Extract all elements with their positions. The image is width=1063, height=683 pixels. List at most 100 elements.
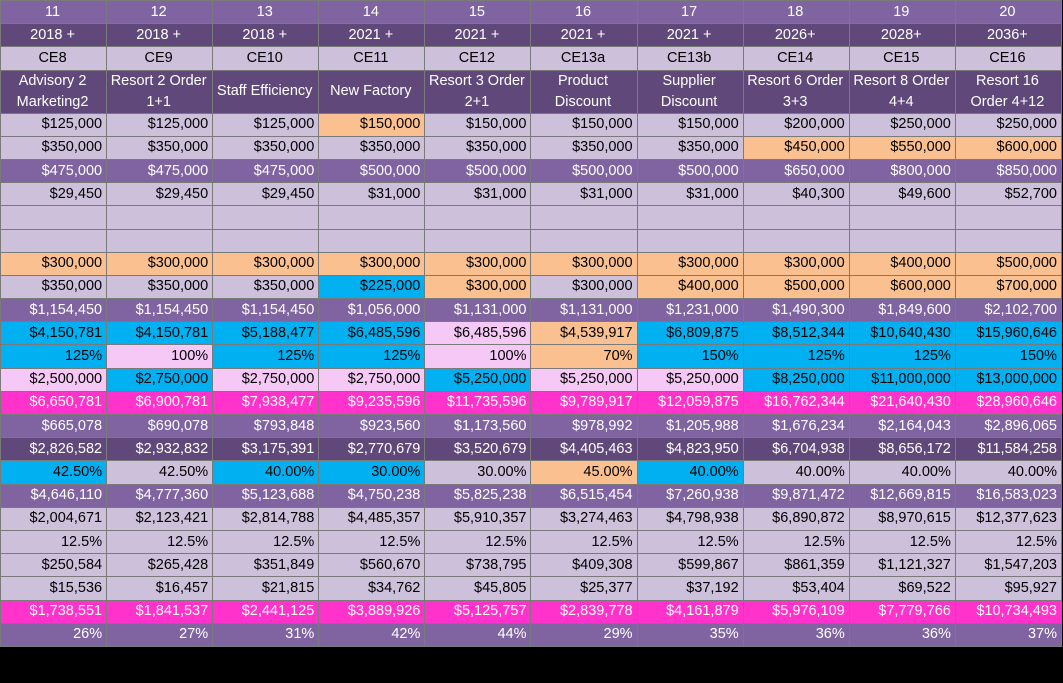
sheet-cell[interactable]: $3,274,463 [530, 506, 638, 531]
sheet-cell[interactable]: $2,896,065 [954, 413, 1063, 439]
sheet-cell[interactable]: $1,056,000 [318, 298, 426, 323]
sheet-cell[interactable]: $52,700 [954, 182, 1063, 207]
sheet-cell[interactable]: $12,059,875 [636, 390, 744, 416]
sheet-cell[interactable] [742, 205, 850, 230]
sheet-cell[interactable] [0, 228, 108, 253]
sheet-cell[interactable]: 36% [848, 622, 956, 647]
sheet-cell[interactable]: $40,300 [742, 182, 850, 207]
sheet-cell[interactable]: $45,805 [424, 576, 532, 601]
sheet-cell[interactable]: $300,000 [318, 251, 426, 276]
sheet-cell[interactable]: 35% [636, 622, 744, 647]
sheet-cell[interactable]: $28,960,646 [954, 390, 1063, 416]
sheet-cell[interactable]: $200,000 [742, 112, 850, 137]
sheet-cell[interactable] [212, 228, 320, 253]
sheet-cell[interactable]: $350,000 [212, 135, 320, 160]
sheet-cell[interactable]: 12.5% [106, 529, 214, 555]
sheet-cell[interactable]: $300,000 [742, 251, 850, 276]
sheet-cell[interactable]: $1,154,450 [0, 298, 108, 323]
sheet-cell[interactable]: $300,000 [530, 251, 638, 276]
sheet-cell[interactable]: $4,150,781 [0, 321, 108, 346]
sheet-cell[interactable]: $7,938,477 [212, 390, 320, 416]
sheet-cell[interactable] [954, 205, 1063, 230]
sheet-cell[interactable]: $1,154,450 [212, 298, 320, 323]
sheet-cell[interactable]: $53,404 [742, 576, 850, 601]
sheet-cell[interactable]: 12 [106, 0, 214, 25]
sheet-cell[interactable]: $350,000 [424, 135, 532, 160]
sheet-cell[interactable]: $12,377,623 [954, 506, 1063, 531]
sheet-cell[interactable]: $5,125,757 [424, 599, 532, 624]
sheet-cell[interactable]: 150% [636, 344, 744, 369]
sheet-cell[interactable]: $2,839,778 [530, 599, 638, 624]
sheet-cell[interactable]: $16,457 [106, 576, 214, 601]
sheet-cell[interactable]: $4,750,238 [318, 483, 426, 508]
sheet-cell[interactable]: $5,250,000 [530, 367, 638, 392]
sheet-cell[interactable]: 125% [742, 344, 850, 369]
sheet-cell[interactable]: $300,000 [106, 251, 214, 276]
sheet-cell[interactable]: $225,000 [318, 274, 426, 300]
sheet-cell[interactable] [212, 205, 320, 230]
sheet-cell[interactable]: $500,000 [954, 251, 1063, 276]
sheet-cell[interactable]: $9,789,917 [530, 390, 638, 416]
sheet-cell[interactable] [318, 205, 426, 230]
sheet-cell[interactable]: $1,121,327 [848, 553, 956, 578]
sheet-cell[interactable]: $2,750,000 [212, 367, 320, 392]
sheet-cell[interactable]: $4,539,917 [530, 321, 638, 346]
sheet-cell[interactable]: $500,000 [318, 158, 426, 184]
sheet-cell[interactable]: $351,849 [212, 553, 320, 578]
sheet-cell[interactable]: $2,441,125 [212, 599, 320, 624]
sheet-cell[interactable]: $29,450 [0, 182, 108, 207]
sheet-cell[interactable]: 12.5% [636, 529, 744, 555]
sheet-cell[interactable]: $6,515,454 [530, 483, 638, 508]
sheet-cell[interactable]: $125,000 [212, 112, 320, 137]
sheet-cell[interactable]: $500,000 [742, 274, 850, 300]
sheet-cell[interactable]: $2,004,671 [0, 506, 108, 531]
sheet-cell[interactable]: 45.00% [530, 460, 638, 485]
sheet-cell[interactable]: 29% [530, 622, 638, 647]
sheet-cell[interactable]: $1,490,300 [742, 298, 850, 323]
sheet-cell[interactable]: 2018 + [106, 23, 214, 48]
sheet-cell[interactable]: New Factory [318, 69, 426, 114]
sheet-cell[interactable]: $300,000 [424, 251, 532, 276]
sheet-cell[interactable]: $250,000 [954, 112, 1063, 137]
sheet-cell[interactable]: $2,826,582 [0, 437, 108, 462]
sheet-cell[interactable]: $1,849,600 [848, 298, 956, 323]
sheet-cell[interactable]: 26% [0, 622, 108, 647]
sheet-cell[interactable]: $5,250,000 [424, 367, 532, 392]
sheet-cell[interactable]: 37% [954, 622, 1063, 647]
sheet-cell[interactable]: $1,738,551 [0, 599, 108, 624]
sheet-cell[interactable]: $6,704,938 [742, 437, 850, 462]
sheet-cell[interactable]: $1,205,988 [636, 413, 744, 439]
sheet-cell[interactable]: $300,000 [636, 251, 744, 276]
sheet-cell[interactable]: $5,123,688 [212, 483, 320, 508]
sheet-cell[interactable]: 13 [212, 0, 320, 25]
sheet-cell[interactable]: $10,640,430 [848, 321, 956, 346]
sheet-cell[interactable]: 40.00% [636, 460, 744, 485]
sheet-cell[interactable]: $500,000 [530, 158, 638, 184]
sheet-cell[interactable]: Advisory 2 Marketing2 [0, 69, 108, 114]
sheet-cell[interactable]: $5,910,357 [424, 506, 532, 531]
sheet-cell[interactable]: 125% [0, 344, 108, 369]
sheet-cell[interactable]: 2021 + [318, 23, 426, 48]
sheet-cell[interactable]: $2,932,832 [106, 437, 214, 462]
sheet-cell[interactable]: $10,734,493 [954, 599, 1063, 624]
sheet-cell[interactable] [106, 228, 214, 253]
sheet-cell[interactable]: $6,650,781 [0, 390, 108, 416]
sheet-cell[interactable]: $475,000 [106, 158, 214, 184]
sheet-cell[interactable]: $5,825,238 [424, 483, 532, 508]
sheet-cell[interactable]: $4,823,950 [636, 437, 744, 462]
sheet-cell[interactable]: $31,000 [424, 182, 532, 207]
sheet-cell[interactable]: $738,795 [424, 553, 532, 578]
sheet-cell[interactable]: $7,779,766 [848, 599, 956, 624]
sheet-cell[interactable]: $2,814,788 [212, 506, 320, 531]
sheet-cell[interactable]: $9,235,596 [318, 390, 426, 416]
sheet-cell[interactable]: $1,154,450 [106, 298, 214, 323]
sheet-cell[interactable]: $2,102,700 [954, 298, 1063, 323]
sheet-cell[interactable]: $265,428 [106, 553, 214, 578]
sheet-cell[interactable]: CE9 [106, 46, 214, 71]
sheet-cell[interactable]: $8,250,000 [742, 367, 850, 392]
sheet-cell[interactable]: $25,377 [530, 576, 638, 601]
sheet-cell[interactable]: 40.00% [212, 460, 320, 485]
sheet-cell[interactable]: 2026+ [742, 23, 850, 48]
sheet-cell[interactable]: 70% [530, 344, 638, 369]
sheet-cell[interactable]: CE14 [742, 46, 850, 71]
